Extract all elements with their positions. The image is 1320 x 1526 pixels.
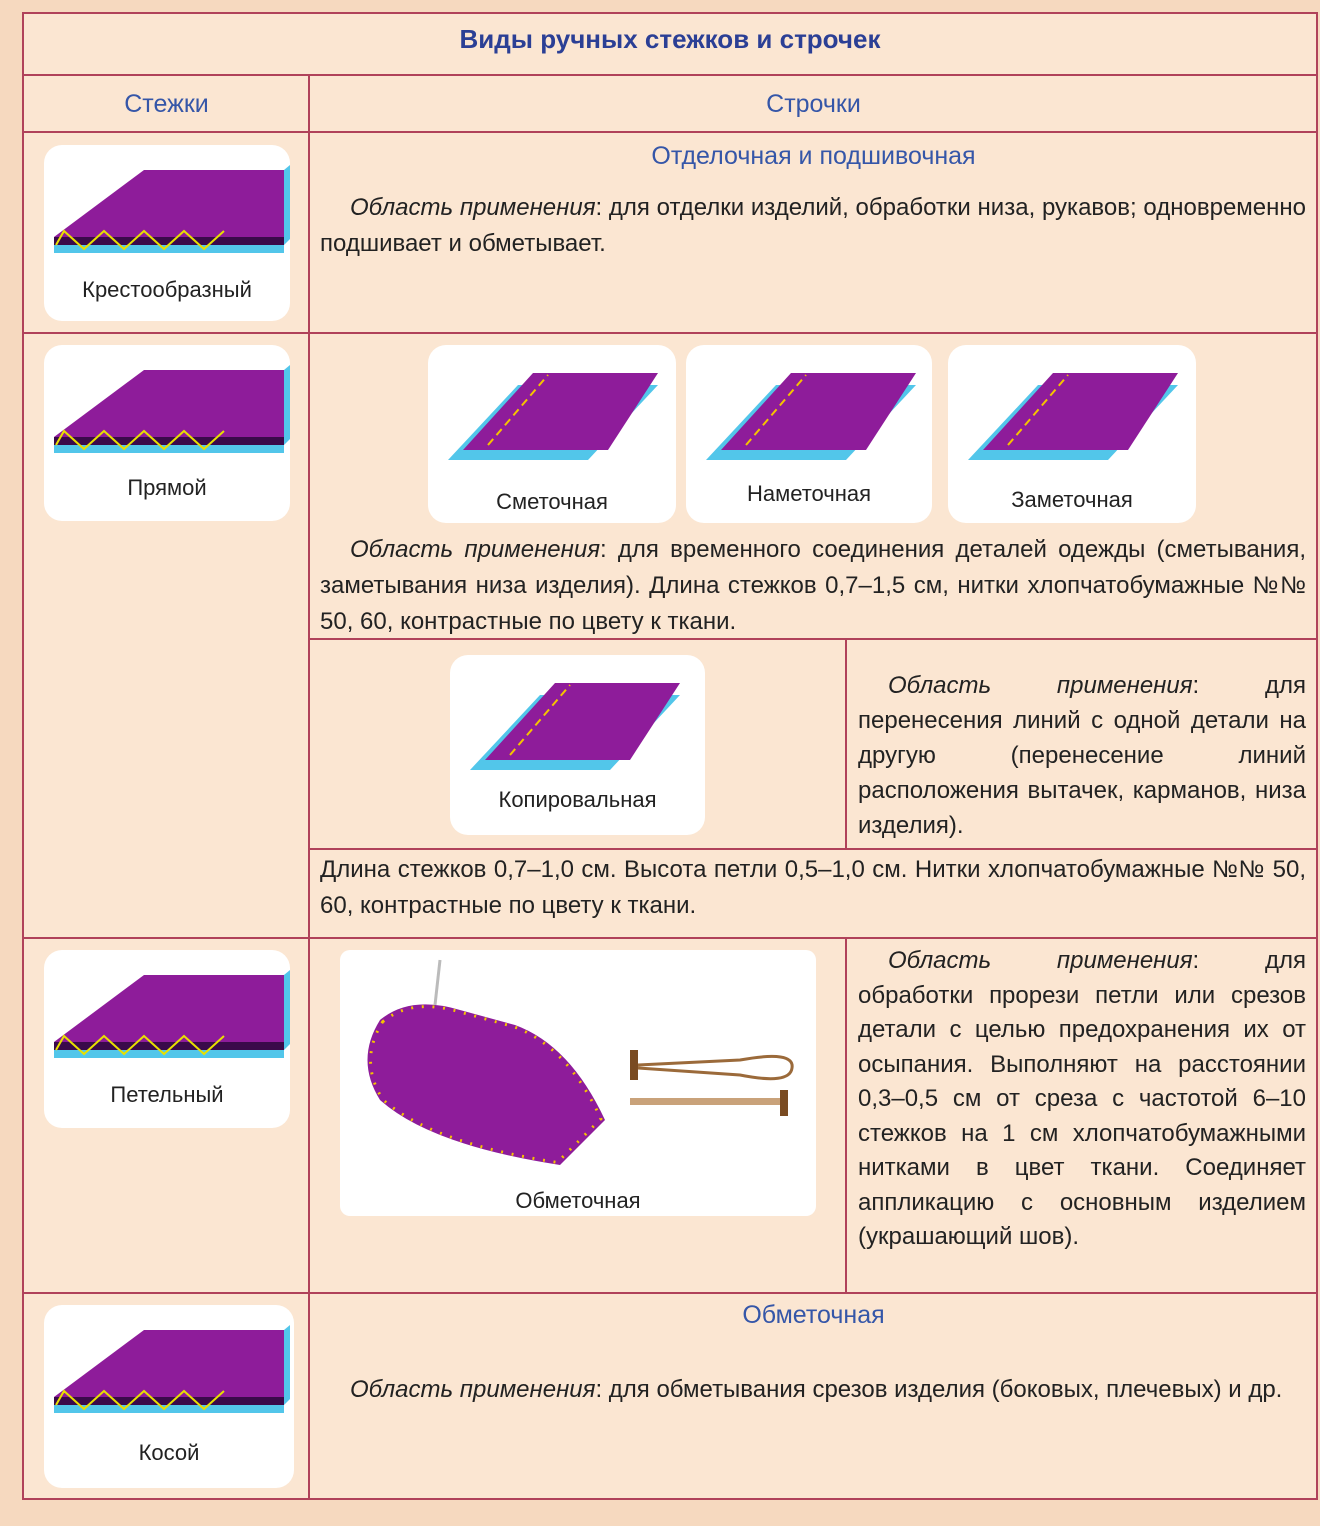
seam-title: Обметочная <box>742 1301 885 1329</box>
rule <box>24 74 1318 76</box>
rule <box>309 638 1318 640</box>
shape <box>54 370 284 437</box>
usage: Область применения: для перенесения лини… <box>858 668 1306 843</box>
caption: Петельный <box>110 1082 224 1107</box>
shape <box>284 970 290 1050</box>
stitch-card: Прямой <box>44 345 290 521</box>
shape <box>54 170 284 237</box>
illustration <box>54 970 290 1058</box>
illustration <box>448 373 658 460</box>
usage-label: Область применения <box>350 1376 596 1403</box>
rule <box>24 131 1318 133</box>
seam-card: Копировальная <box>450 655 705 835</box>
usage-label: Область применения <box>888 947 1193 974</box>
caption: Наметочная <box>746 481 872 506</box>
shape <box>284 1325 290 1405</box>
illustration <box>54 365 290 453</box>
usage: Область применения: для обработки прорез… <box>858 944 1306 1255</box>
illustration <box>470 683 680 770</box>
seam-card: Обметочная <box>340 950 816 1216</box>
shape <box>1007 374 1069 446</box>
shape <box>284 365 290 445</box>
shape <box>54 245 284 253</box>
seam-title: Отделочная и подшивочная <box>651 142 976 170</box>
stitch-card: Крестообразный <box>44 145 290 321</box>
rule <box>308 75 310 1500</box>
caption: Обметочная <box>515 1188 641 1213</box>
usage-label: Область применения <box>888 672 1193 699</box>
shape <box>54 1330 284 1397</box>
rule <box>845 639 847 849</box>
rule <box>845 938 847 1293</box>
shape <box>284 165 290 245</box>
shape <box>509 684 571 756</box>
illustration <box>54 165 290 253</box>
shape <box>55 429 225 451</box>
shape <box>745 374 807 446</box>
rule <box>24 332 1318 334</box>
shape <box>487 374 549 446</box>
illustration <box>54 1325 290 1413</box>
usage-text: : для перенесения линий с одной детали н… <box>858 672 1306 839</box>
rule <box>24 1292 1318 1294</box>
usage-text: : для обметывания срезов изделия (боковы… <box>595 1376 1283 1403</box>
note: Длина стежков 0,7–1,0 см. Высота петли 0… <box>320 856 1306 919</box>
seam-card: Заметочная <box>948 345 1196 523</box>
shape <box>55 1034 225 1056</box>
shape <box>54 445 284 453</box>
caption: Прямой <box>127 475 207 500</box>
usage-label: Область применения <box>350 194 596 221</box>
caption: Крестообразный <box>82 277 252 302</box>
shape <box>721 373 916 450</box>
header-cell: Строчки <box>766 90 861 118</box>
rule <box>24 937 1318 939</box>
caption: Сметочная <box>496 489 608 514</box>
shape <box>54 1405 284 1413</box>
seam-card: Сметочная <box>428 345 676 523</box>
title: Виды ручных стежков и строчек <box>459 24 881 54</box>
seam-card: Наметочная <box>686 345 932 523</box>
header-cell: Стежки <box>124 90 209 118</box>
stitch-card: Петельный <box>44 950 290 1128</box>
stitch-card: Косой <box>44 1305 294 1488</box>
shape <box>55 1389 225 1411</box>
usage-text: : для обработки прорези петли или срезов… <box>858 947 1306 1250</box>
caption: Заметочная <box>1011 487 1133 512</box>
usage-text: : для отделки изделий, обработки низа, р… <box>320 194 1306 257</box>
usage: Область применения: для отделки изделий,… <box>320 190 1306 262</box>
shape <box>54 1050 284 1058</box>
usage: Область применения: для временного соеди… <box>320 532 1306 640</box>
caption: Косой <box>138 1440 200 1465</box>
caption: Копировальная <box>498 787 657 812</box>
overcast-illustration <box>367 959 794 1165</box>
usage-label: Область применения <box>350 536 601 563</box>
shape <box>54 975 284 1042</box>
shape <box>463 373 658 450</box>
usage-text: : для временного соединения деталей одеж… <box>320 536 1306 635</box>
rule <box>309 848 1318 850</box>
illustration <box>706 373 916 460</box>
shape <box>485 683 680 760</box>
illustration <box>968 373 1178 460</box>
usage: Область применения: для обметывания срез… <box>320 1372 1306 1408</box>
shape <box>55 229 225 251</box>
shape <box>983 373 1178 450</box>
